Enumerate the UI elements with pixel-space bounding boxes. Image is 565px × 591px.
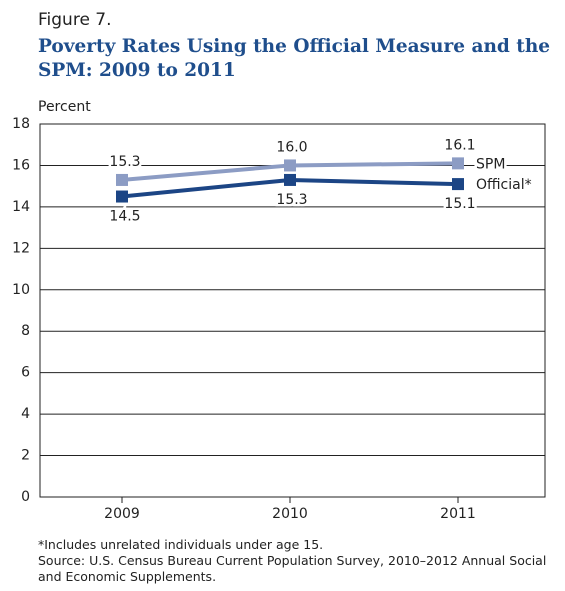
y-tick-label: 10 bbox=[12, 282, 30, 298]
point-marker bbox=[452, 178, 464, 191]
chart-title: Poverty Rates Using the Official Measure… bbox=[38, 36, 551, 81]
y-tick-label: 14 bbox=[12, 199, 30, 215]
series-label: Official* bbox=[476, 177, 532, 193]
y-tick-label: 0 bbox=[21, 489, 30, 505]
source-note: Source: U.S. Census Bureau Current Popul… bbox=[38, 553, 547, 584]
data-label: 14.5 bbox=[109, 209, 140, 225]
y-tick-label: 18 bbox=[12, 116, 30, 132]
point-marker bbox=[284, 173, 296, 186]
y-tick-label: 6 bbox=[21, 365, 30, 381]
series-label: SPM bbox=[476, 156, 505, 172]
y-tick-label: 4 bbox=[21, 406, 30, 422]
data-label: 15.1 bbox=[444, 196, 475, 212]
point-marker bbox=[284, 159, 296, 172]
x-tick-label: 2011 bbox=[440, 506, 476, 522]
footnote: *Includes unrelated individuals under ag… bbox=[38, 537, 324, 552]
y-tick-label: 12 bbox=[12, 240, 30, 256]
y-tick-label: 8 bbox=[21, 323, 30, 339]
y-tick-label: 2 bbox=[21, 448, 30, 464]
point-marker bbox=[116, 190, 128, 203]
point-marker bbox=[116, 173, 128, 186]
x-tick-label: 2009 bbox=[104, 506, 140, 522]
y-tick-label: 16 bbox=[12, 157, 30, 173]
x-tick-label: 2010 bbox=[272, 506, 308, 522]
point-marker bbox=[452, 157, 464, 170]
y-axis-label: Percent bbox=[38, 99, 91, 115]
figure-label: Figure 7. bbox=[38, 10, 112, 30]
notes: *Includes unrelated individuals under ag… bbox=[38, 537, 563, 585]
data-label: 16.0 bbox=[276, 139, 307, 155]
data-label: 16.1 bbox=[444, 137, 475, 153]
data-label: 15.3 bbox=[276, 192, 307, 208]
data-label: 15.3 bbox=[109, 154, 140, 170]
